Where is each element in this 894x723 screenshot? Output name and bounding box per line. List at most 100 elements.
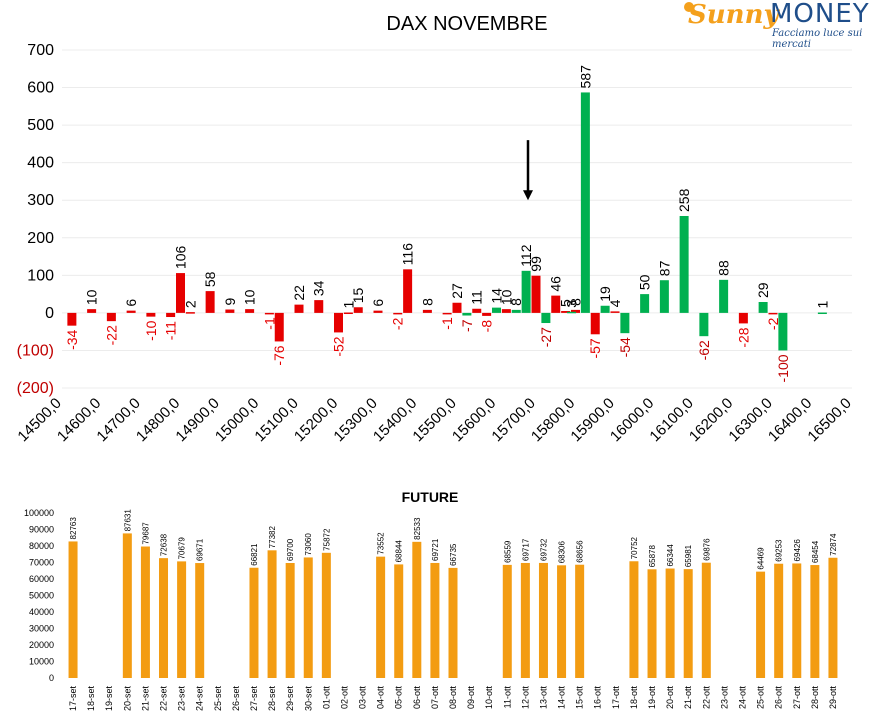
dax-data-label: 8 [508,298,524,306]
future-x-tick-label: 01-ott [321,686,331,710]
future-bar [159,558,169,678]
dax-bar [659,280,669,313]
dax-bar [245,309,255,313]
future-x-tick-label: 14-ott [557,686,567,710]
future-data-label: 68656 [576,540,585,563]
dax-bar [679,215,689,313]
dax-data-label: -52 [331,336,347,356]
dax-data-label: 58 [202,271,218,287]
future-bar [321,552,331,678]
dax-y-tick-label: 200 [27,230,54,247]
future-x-tick-label: 16-ott [593,686,603,710]
future-bar [810,565,820,678]
future-data-label: 69671 [196,538,205,561]
dax-y-tick-label: 400 [27,155,54,172]
dax-bar [768,312,778,315]
future-x-tick-label: 18-set [86,686,96,712]
dax-bar [205,291,215,313]
future-data-label: 68454 [811,540,820,563]
dax-bar [521,270,531,313]
future-data-label: 68306 [558,540,567,563]
future-y-tick-label: 50000 [29,591,54,601]
dax-data-label: -34 [64,329,80,349]
dax-bar [571,309,580,313]
future-data-label: 69732 [539,538,548,561]
future-x-tick-label: 12-ott [520,686,530,710]
future-bar [520,562,530,678]
future-x-tick-label: 24-set [195,686,205,712]
dax-bar [353,307,363,313]
future-bar [502,564,512,678]
dax-data-label: 1 [340,301,356,309]
dax-bars [67,92,827,351]
future-bar [683,569,693,678]
future-data-label: 68844 [395,540,404,563]
future-bar [267,550,277,678]
future-y-tick-label: 20000 [29,640,54,650]
dax-y-tick-label: 300 [27,192,54,209]
dax-bar [462,312,472,316]
future-x-tick-label: 11-ott [502,686,512,709]
future-data-label: 69253 [775,539,784,562]
dax-data-label: 87 [656,260,672,276]
dax-bar [778,312,788,351]
future-bar [122,533,132,678]
future-bar [665,568,675,678]
dax-bar [610,311,620,313]
dax-bar [264,312,274,315]
dax-bar [719,279,729,313]
future-bar [629,561,639,678]
future-x-tick-label: 23-ott [719,686,729,710]
dax-data-label: -76 [271,345,287,365]
dax-bar [422,309,432,313]
dax-data-label: 112 [518,244,534,267]
dax-bar [126,310,136,313]
dax-data-label: 258 [676,188,692,212]
future-x-tick-label: 20-ott [665,686,675,710]
future-y-tick-label: 0 [49,673,54,683]
dax-data-label: 46 [548,276,564,292]
dax-data-label: 6 [123,299,139,307]
future-x-tick-label: 07-ott [430,686,440,710]
dax-grid [62,49,852,389]
future-bar [538,562,548,678]
dax-y-tick-label: 600 [27,80,54,97]
future-data-label: 87631 [123,509,132,532]
future-bar [177,561,187,678]
dax-data-label: -54 [617,337,633,357]
future-x-tick-label: 02-ott [339,686,349,710]
dax-y-tick-label: 0 [45,305,54,322]
dax-data-label: 116 [400,243,416,266]
future-x-tick-label: 27-ott [792,686,802,710]
dax-data-label: 3 [564,300,580,308]
dax-bar [334,312,343,333]
dax-data-label: -7 [459,319,475,332]
dax-data-label: 8 [419,298,435,306]
dax-data-label: -1 [261,317,277,330]
future-data-label: 82763 [69,517,78,540]
future-data-label: 73060 [304,533,313,556]
dax-bar [87,309,97,313]
future-data-label: 75872 [322,528,331,551]
future-data-label: 72874 [829,533,838,556]
future-data-label: 69700 [286,538,295,561]
future-bar [756,571,766,678]
dax-bar [225,309,235,313]
future-data-label: 82533 [413,517,422,540]
dax-bar [482,312,492,316]
future-x-tick-label: 17-set [68,686,78,712]
future-x-tick-label: 21-ott [683,686,693,710]
future-bar [249,567,259,678]
future-y-tick-label: 70000 [29,558,54,568]
future-x-tick-label: 23-set [177,686,187,712]
dax-bar [492,307,501,313]
future-y-tick-label: 10000 [29,657,54,667]
dax-data-label: 99 [528,256,544,272]
future-bar [140,546,150,678]
dax-bar [185,312,195,314]
dax-bar [758,301,768,313]
future-y-tick-label: 90000 [29,525,54,535]
dax-data-label: -2 [765,317,781,330]
